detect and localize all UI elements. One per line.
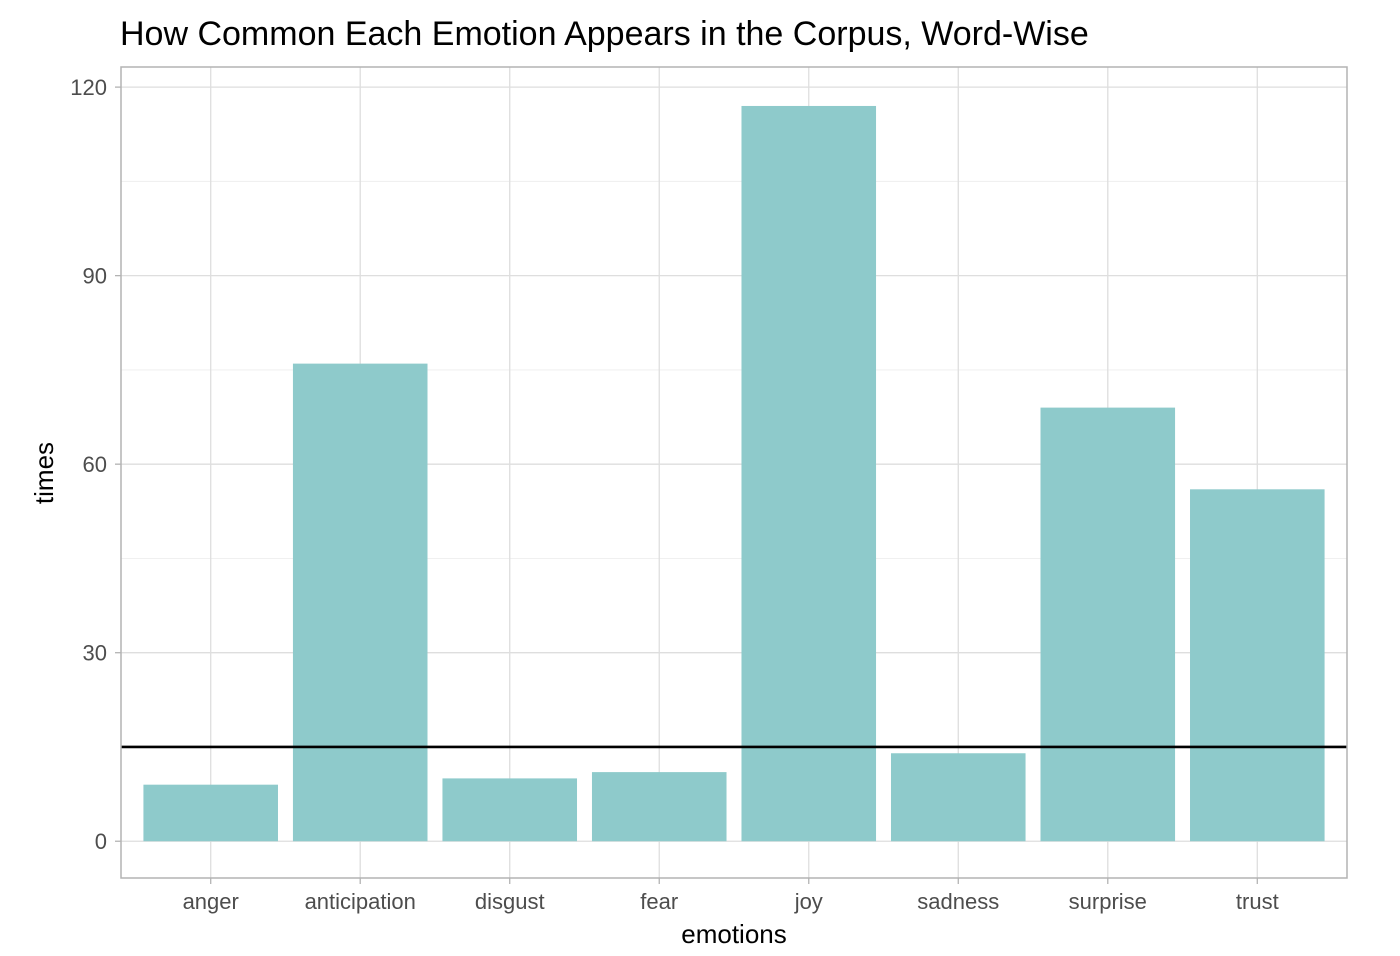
y-axis-title: times bbox=[29, 442, 59, 504]
y-tick-label: 60 bbox=[83, 452, 107, 477]
chart-title: How Common Each Emotion Appears in the C… bbox=[120, 15, 1089, 53]
bar bbox=[741, 105, 877, 842]
y-tick-labels: 0 30 60 90 120 bbox=[70, 75, 107, 854]
x-axis-title: emotions bbox=[681, 919, 787, 949]
y-tick-label: 30 bbox=[83, 641, 107, 666]
ticks bbox=[115, 86, 1258, 884]
bar bbox=[1190, 489, 1325, 842]
bars bbox=[143, 105, 1325, 842]
y-tick-label: 90 bbox=[83, 264, 107, 289]
bar bbox=[890, 753, 1026, 842]
x-tick-labels: anger anticipation disgust fear joy sadness su… bbox=[183, 889, 1279, 914]
panel-border bbox=[120, 66, 1348, 879]
x-tick-label: disgust bbox=[475, 889, 545, 914]
x-tick-label: anticipation bbox=[305, 889, 416, 914]
bar bbox=[292, 363, 428, 842]
x-tick-label: surprise bbox=[1069, 889, 1147, 914]
bar bbox=[442, 778, 578, 842]
y-tick-label: 120 bbox=[70, 75, 107, 100]
x-tick-label: fear bbox=[640, 889, 678, 914]
x-tick-label: trust bbox=[1236, 889, 1279, 914]
y-tick-label: 0 bbox=[95, 829, 107, 854]
bar bbox=[591, 772, 727, 842]
x-tick-label: joy bbox=[794, 889, 823, 914]
x-tick-label: anger bbox=[183, 889, 239, 914]
bar bbox=[1040, 407, 1176, 842]
x-tick-label: sadness bbox=[917, 889, 999, 914]
bar bbox=[143, 784, 278, 842]
